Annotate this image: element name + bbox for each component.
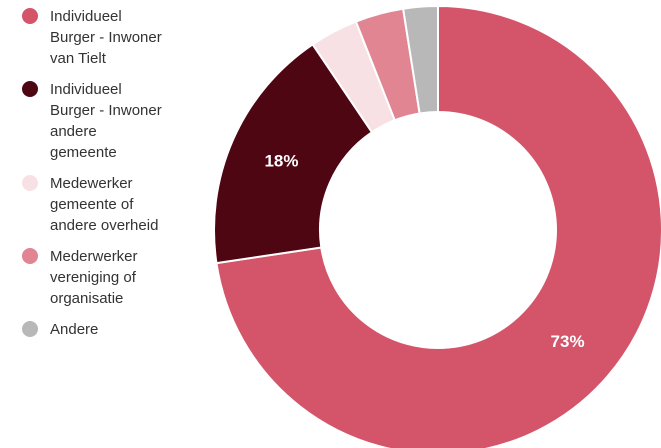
legend-swatch — [22, 175, 38, 191]
legend-item: Andere — [22, 319, 212, 340]
legend-swatch — [22, 248, 38, 264]
legend-item: Individueel Burger - Inwoner van Tielt — [22, 6, 212, 69]
legend: Individueel Burger - Inwoner van Tielt Indi… — [22, 6, 212, 350]
legend-label: Andere — [50, 321, 99, 338]
legend-label: Individueel Burger - Inwoner van Tielt — [50, 8, 162, 67]
slice-label: 73% — [551, 332, 585, 351]
legend-label: Mederwerker vereniging of organisatie — [50, 248, 138, 307]
donut-slice — [215, 4, 661, 448]
legend-label: Medewerker gemeente of andere overheid — [50, 175, 159, 234]
slice-label: 18% — [264, 152, 298, 171]
legend-swatch — [22, 321, 38, 337]
donut-slice — [213, 42, 374, 265]
legend-label: Individueel Burger - Inwoner andere gemeent… — [50, 81, 162, 161]
donut-slice — [401, 4, 439, 115]
legend-item: Individueel Burger - Inwoner andere gemeent… — [22, 79, 212, 163]
legend-item: Medewerker gemeente of andere overheid — [22, 173, 212, 236]
legend-item: Mederwerker vereniging of organisatie — [22, 246, 212, 309]
legend-swatch — [22, 8, 38, 24]
legend-swatch — [22, 81, 38, 97]
